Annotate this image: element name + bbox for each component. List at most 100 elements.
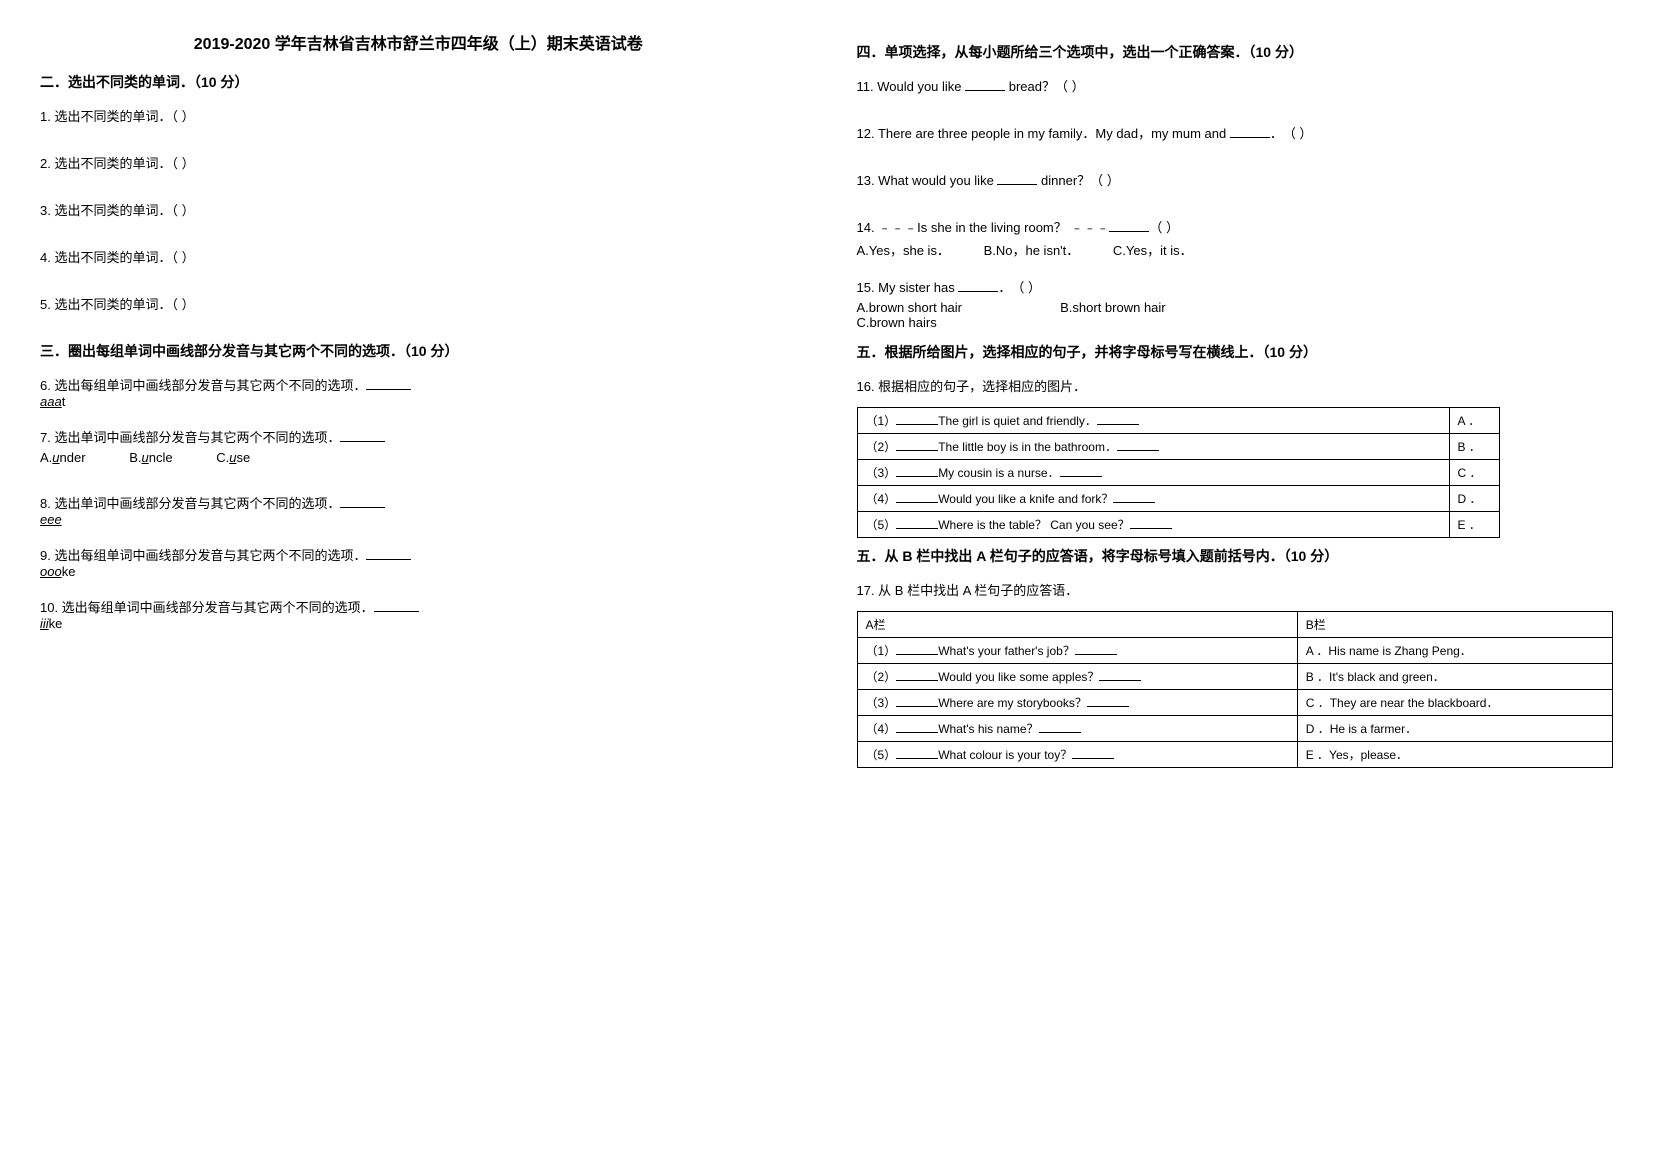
t1-r3-ans: C ． xyxy=(1449,460,1499,486)
table-row: （4）Would you like a knife and fork？ D ． xyxy=(857,486,1499,512)
q15-pre: 15. My sister has xyxy=(857,280,959,295)
q6-blank xyxy=(366,377,411,390)
question-14: 14. ﹣﹣﹣Is she in the living room？ ﹣﹣﹣ （ ）… xyxy=(857,217,1614,259)
q6-stem: 6. 选出每组单词中画线部分发音与其它两个不同的选项． xyxy=(40,378,366,393)
left-column: 2019-2020 学年吉林省吉林市舒兰市四年级（上）期末英语试卷 二．选出不同… xyxy=(40,30,797,776)
table-17: A栏 B栏 （1）What's your father's job？ A ．Hi… xyxy=(857,611,1614,768)
q7-stem: 7. 选出单词中画线部分发音与其它两个不同的选项． xyxy=(40,430,340,445)
question-9: 9. 选出每组单词中画线部分发音与其它两个不同的选项． oooke xyxy=(40,545,797,579)
q9-suffix: ke xyxy=(62,564,76,579)
q10-blank xyxy=(374,599,419,612)
question-5: 5. 选出不同类的单词．（ ） xyxy=(40,294,797,313)
q11-pre: 11. Would you like xyxy=(857,79,966,94)
q14-option-c: C.Yes，it is． xyxy=(1113,240,1193,259)
q11-post: bread？（ ） xyxy=(1005,79,1084,94)
q10-suffix: ke xyxy=(49,616,63,631)
t2-r4-a: D ．He is a farmer． xyxy=(1297,716,1612,742)
q12-blank xyxy=(1230,125,1270,138)
table-row: （2）The little boy is in the bathroom． B … xyxy=(857,434,1499,460)
right-column: 四．单项选择，从每小题所给三个选项中，选出一个正确答案．（10 分） 11. W… xyxy=(857,30,1614,776)
table-row: A栏 B栏 xyxy=(857,612,1613,638)
question-4: 4. 选出不同类的单词．（ ） xyxy=(40,247,797,266)
t1-r5-ans: E ． xyxy=(1449,512,1499,538)
q15-blank xyxy=(958,279,998,292)
t2-header-a: A栏 xyxy=(857,612,1297,638)
q14-option-b: B.No，he isn't． xyxy=(984,240,1080,259)
q13-post: dinner？（ ） xyxy=(1037,173,1119,188)
question-12: 12. There are three people in my family．… xyxy=(857,123,1614,142)
q6-suffix: t xyxy=(62,394,66,409)
t2-r3-a: C ．They are near the blackboard． xyxy=(1297,690,1612,716)
table-row: （1）The girl is quiet and friendly． A ． xyxy=(857,408,1499,434)
table-row: （3）Where are my storybooks？ C ．They are … xyxy=(857,690,1613,716)
question-13: 13. What would you like dinner？（ ） xyxy=(857,170,1614,189)
t1-r3: （3）My cousin is a nurse． xyxy=(857,460,1449,486)
question-15: 15. My sister has ． （ ） A.brown short ha… xyxy=(857,277,1614,330)
question-10: 10. 选出每组单词中画线部分发音与其它两个不同的选项． iiike xyxy=(40,597,797,631)
section-5-header: 五．根据所给图片，选择相应的句子，并将字母标号写在横线上．（10 分） xyxy=(857,342,1614,362)
q12-post: ． （ ） xyxy=(1270,126,1313,141)
q15-option-b: B.short brown hair xyxy=(1060,300,1166,315)
table-row: （5）What colour is your toy？ E ．Yes，pleas… xyxy=(857,742,1613,768)
exam-title: 2019-2020 学年吉林省吉林市舒兰市四年级（上）期末英语试卷 xyxy=(40,30,797,54)
table-row: （1）What's your father's job？ A ．His name… xyxy=(857,638,1613,664)
q15-post: ． （ ） xyxy=(998,280,1041,295)
t1-r2-ans: B ． xyxy=(1449,434,1499,460)
table-row: （2）Would you like some apples？ B ．It's b… xyxy=(857,664,1613,690)
question-1: 1. 选出不同类的单词．（ ） xyxy=(40,106,797,125)
q8-underline: eee xyxy=(40,512,62,527)
t2-r4-q: （4）What's his name？ xyxy=(857,716,1297,742)
q7-blank xyxy=(340,429,385,442)
q6-underline: aaa xyxy=(40,394,62,409)
q13-pre: 13. What would you like xyxy=(857,173,998,188)
q11-blank xyxy=(965,78,1005,91)
t2-r1-a: A ．His name is Zhang Peng． xyxy=(1297,638,1612,664)
t2-r5-a: E ．Yes，please． xyxy=(1297,742,1612,768)
t2-r5-q: （5）What colour is your toy？ xyxy=(857,742,1297,768)
q9-blank xyxy=(366,547,411,560)
q10-stem: 10. 选出每组单词中画线部分发音与其它两个不同的选项． xyxy=(40,600,374,615)
t1-r4: （4）Would you like a knife and fork？ xyxy=(857,486,1449,512)
section-4-header: 四．单项选择，从每小题所给三个选项中，选出一个正确答案．（10 分） xyxy=(857,42,1614,62)
t2-r2-q: （2）Would you like some apples？ xyxy=(857,664,1297,690)
t1-r1-ans: A ． xyxy=(1449,408,1499,434)
q15-options: A.brown short hair B.short brown hair C.… xyxy=(857,300,1614,330)
q15-option-a: A.brown short hair xyxy=(857,300,1057,315)
q15-option-c: C.brown hairs xyxy=(857,315,937,330)
question-8: 8. 选出单词中画线部分发音与其它两个不同的选项． eee xyxy=(40,493,797,527)
q8-blank xyxy=(340,495,385,508)
q9-stem: 9. 选出每组单词中画线部分发音与其它两个不同的选项． xyxy=(40,548,366,563)
q7-option-c: C.use xyxy=(216,450,250,465)
table-16: （1）The girl is quiet and friendly． A ． （… xyxy=(857,407,1500,538)
q7-option-a: A.under xyxy=(40,450,86,465)
section-3-header: 三．圈出每组单词中画线部分发音与其它两个不同的选项．（10 分） xyxy=(40,341,797,361)
t2-r1-q: （1）What's your father's job？ xyxy=(857,638,1297,664)
question-6: 6. 选出每组单词中画线部分发音与其它两个不同的选项． aaat xyxy=(40,375,797,409)
t1-r5: （5）Where is the table？ Can you see？ xyxy=(857,512,1449,538)
q14-blank xyxy=(1109,219,1149,232)
table-row: （3）My cousin is a nurse． C ． xyxy=(857,460,1499,486)
section-5b-header: 五．从 B 栏中找出 A 栏句子的应答语，将字母标号填入题前括号内．（10 分） xyxy=(857,546,1614,566)
t2-r3-q: （3）Where are my storybooks？ xyxy=(857,690,1297,716)
question-17: 17. 从 B 栏中找出 A 栏句子的应答语． xyxy=(857,580,1614,599)
question-16: 16. 根据相应的句子，选择相应的图片． xyxy=(857,376,1614,395)
table-row: （5）Where is the table？ Can you see？ E ． xyxy=(857,512,1499,538)
q14-post: （ ） xyxy=(1149,220,1179,235)
q14-pre: 14. ﹣﹣﹣Is she in the living room？ ﹣﹣﹣ xyxy=(857,220,1110,235)
question-3: 3. 选出不同类的单词．（ ） xyxy=(40,200,797,219)
section-2-header: 二．选出不同类的单词．（10 分） xyxy=(40,72,797,92)
q10-underline: iii xyxy=(40,616,49,631)
t1-r2: （2）The little boy is in the bathroom． xyxy=(857,434,1449,460)
t1-r4-ans: D ． xyxy=(1449,486,1499,512)
t2-r2-a: B ．It's black and green． xyxy=(1297,664,1612,690)
q14-option-a: A.Yes，she is． xyxy=(857,240,950,259)
q7-options: A.under B.uncle C.use xyxy=(40,450,797,465)
t1-r1: （1）The girl is quiet and friendly． xyxy=(857,408,1449,434)
table-row: （4）What's his name？ D ．He is a farmer． xyxy=(857,716,1613,742)
page-container: 2019-2020 学年吉林省吉林市舒兰市四年级（上）期末英语试卷 二．选出不同… xyxy=(40,30,1613,776)
q8-stem: 8. 选出单词中画线部分发音与其它两个不同的选项． xyxy=(40,496,340,511)
q12-pre: 12. There are three people in my family．… xyxy=(857,126,1230,141)
question-11: 11. Would you like bread？（ ） xyxy=(857,76,1614,95)
t2-header-b: B栏 xyxy=(1297,612,1612,638)
q9-underline: ooo xyxy=(40,564,62,579)
